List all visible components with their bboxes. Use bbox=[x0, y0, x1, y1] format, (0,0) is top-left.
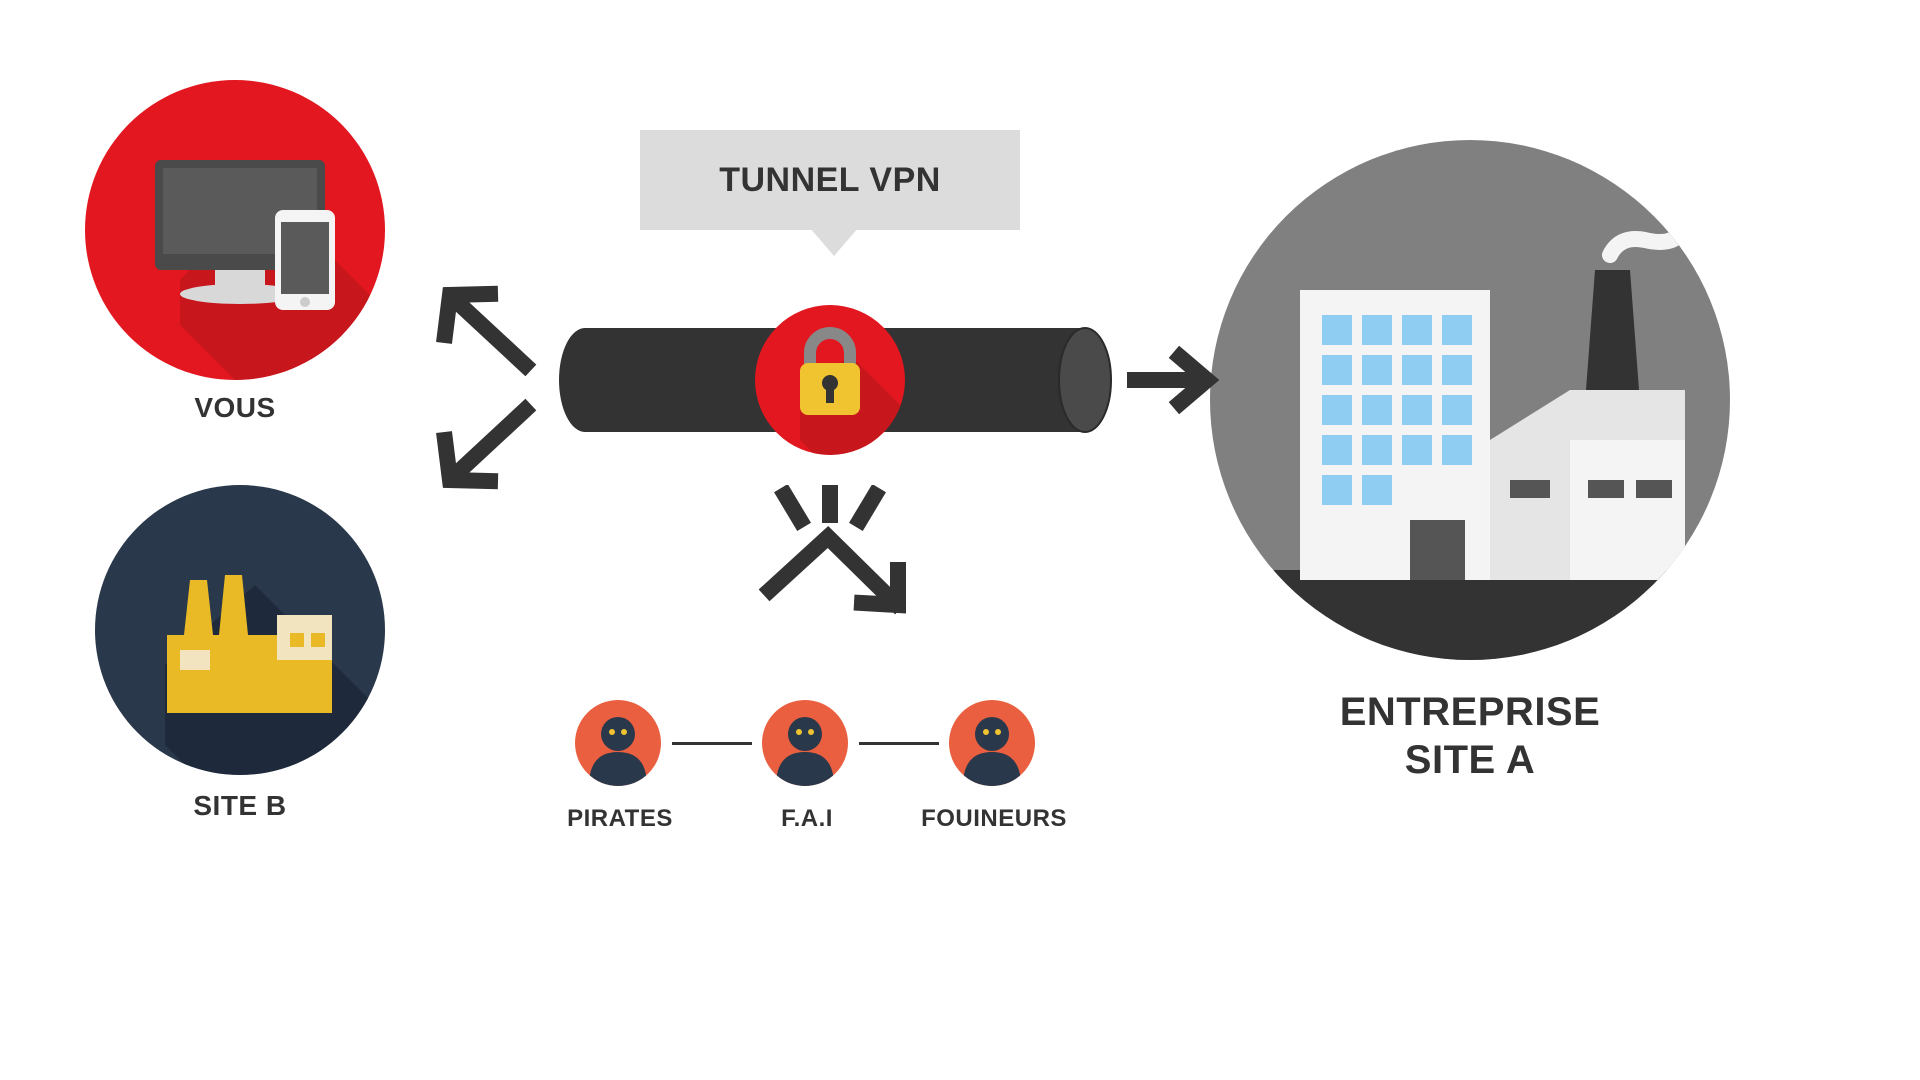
node-siteb-label: SITE B bbox=[95, 790, 385, 822]
arrow-to-vous bbox=[430, 280, 540, 380]
monitor-phone-icon bbox=[85, 80, 385, 380]
threat-pirates-label: PIRATES bbox=[535, 805, 705, 833]
node-vous-label: VOUS bbox=[85, 392, 385, 424]
node-enterprise-label-2: SITE A bbox=[1210, 738, 1730, 783]
threat-fouineurs-circle bbox=[949, 700, 1035, 786]
node-siteb-circle bbox=[95, 485, 385, 775]
hacker-icon bbox=[575, 700, 661, 786]
hacker-icon bbox=[949, 700, 1035, 786]
bounce-arrow-icon bbox=[730, 485, 930, 635]
threat-fai-label: F.A.I bbox=[722, 805, 892, 833]
factory-small-icon bbox=[95, 485, 385, 775]
threat-pirates-circle bbox=[575, 700, 661, 786]
tunnel-title-text: TUNNEL VPN bbox=[719, 161, 941, 200]
threat-fouineurs-label: FOUINEURS bbox=[909, 805, 1079, 833]
threat-fai-circle bbox=[762, 700, 848, 786]
enterprise-building-icon bbox=[1210, 140, 1730, 660]
threat-line-1 bbox=[672, 742, 752, 745]
node-vous-circle bbox=[85, 80, 385, 380]
node-enterprise-label-1: ENTREPRISE bbox=[1210, 690, 1730, 735]
tunnel-title-box: TUNNEL VPN bbox=[640, 130, 1020, 230]
arrow-to-siteb bbox=[430, 395, 540, 495]
lock-circle bbox=[755, 305, 905, 455]
lock-icon bbox=[755, 305, 905, 455]
arrow-to-enterprise bbox=[1125, 345, 1225, 415]
threat-line-2 bbox=[859, 742, 939, 745]
hacker-icon bbox=[762, 700, 848, 786]
tunnel-title-pointer bbox=[810, 228, 858, 256]
node-enterprise-circle bbox=[1210, 140, 1730, 660]
